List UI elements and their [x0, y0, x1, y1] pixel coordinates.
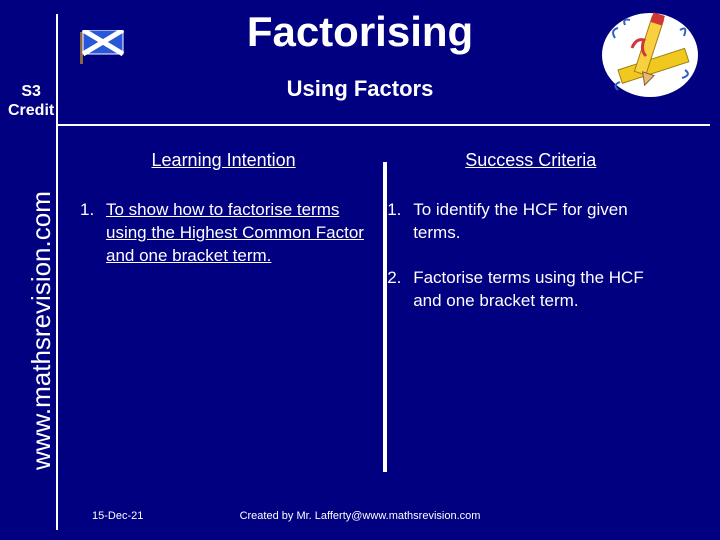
sidebar-url: www.mathsrevision.com: [26, 191, 57, 470]
list-text: To identify the HCF for given terms.: [413, 199, 674, 245]
right-column: Success Criteria 1. To identify the HCF …: [377, 150, 684, 335]
footer-credit: Created by Mr. Lafferty@www.mathsrevisio…: [0, 510, 720, 522]
list-text: Factorise terms using the HCF and one br…: [413, 267, 674, 313]
list-item: 1. To show how to factorise terms using …: [80, 199, 367, 268]
success-criteria-heading: Success Criteria: [387, 150, 674, 171]
list-number: 1.: [80, 199, 106, 268]
pencil-ruler-icon: [600, 10, 700, 105]
horizontal-rule: [56, 124, 710, 126]
learning-intention-heading: Learning Intention: [80, 150, 367, 171]
list-item: 1. To identify the HCF for given terms.: [387, 199, 674, 245]
level-badge: S3 Credit: [8, 82, 54, 120]
left-column: Learning Intention 1. To show how to fac…: [70, 150, 377, 335]
content-area: Learning Intention 1. To show how to fac…: [70, 150, 710, 335]
level-line2: Credit: [8, 101, 54, 120]
level-line1: S3: [8, 82, 54, 101]
list-text: To show how to factorise terms using the…: [106, 199, 367, 268]
list-number: 1.: [387, 199, 413, 245]
flag-icon: [80, 30, 130, 69]
list-number: 2.: [387, 267, 413, 313]
list-item: 2. Factorise terms using the HCF and one…: [387, 267, 674, 313]
